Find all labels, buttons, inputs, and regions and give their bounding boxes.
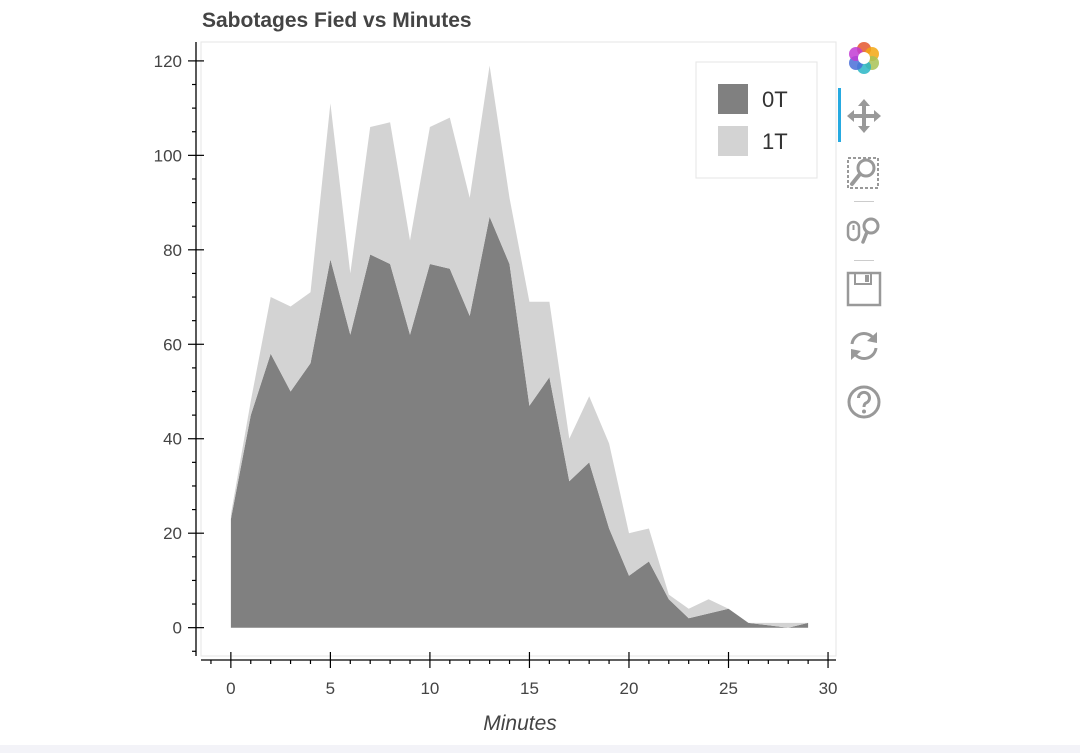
reset-tool-icon[interactable] (844, 326, 884, 366)
x-tick-label: 10 (420, 679, 439, 698)
y-tick-label: 80 (163, 241, 182, 260)
y-tick-label: 20 (163, 524, 182, 543)
x-tick-label: 15 (520, 679, 539, 698)
legend-label: 1T (762, 129, 788, 154)
save-tool-icon[interactable] (844, 268, 884, 308)
legend-box (695, 61, 818, 179)
legend-label: 0T (762, 87, 788, 112)
x-tick-label: 25 (719, 679, 738, 698)
help-tool-icon[interactable] (844, 382, 884, 422)
pan-tool-icon[interactable] (844, 96, 884, 136)
chart-title: Sabotages Fied vs Minutes (202, 9, 472, 32)
toolbar-separator (854, 260, 874, 261)
x-tick-label: 5 (326, 679, 335, 698)
x-tick-label: 30 (819, 679, 838, 698)
y-tick-label: 40 (163, 430, 182, 449)
toolbar-separator (854, 201, 874, 202)
bokeh-logo-icon[interactable] (844, 38, 884, 78)
y-tick-label: 100 (154, 146, 182, 165)
box-zoom-tool-icon[interactable] (844, 152, 884, 192)
y-tick-label: 120 (154, 52, 182, 71)
y-tick-label: 60 (163, 335, 182, 354)
axes: 0 20 40 60 80 100 120 0 5 10 15 20 25 30 (154, 42, 838, 698)
legend-swatch (718, 84, 748, 114)
x-tick-label: 0 (226, 679, 235, 698)
x-axis-label: Minutes (483, 712, 557, 735)
legend-swatch (718, 126, 748, 156)
area-layer (230, 65, 809, 628)
x-tick-label: 20 (620, 679, 639, 698)
area-series-1 (230, 65, 809, 628)
area-series-0 (230, 216, 809, 628)
page-bottom-strip (0, 745, 1080, 753)
active-tool-indicator (838, 88, 841, 142)
legend: 0T 1T (695, 61, 818, 179)
y-tick-label: 0 (173, 619, 182, 638)
wheel-zoom-tool-icon[interactable] (844, 210, 884, 250)
